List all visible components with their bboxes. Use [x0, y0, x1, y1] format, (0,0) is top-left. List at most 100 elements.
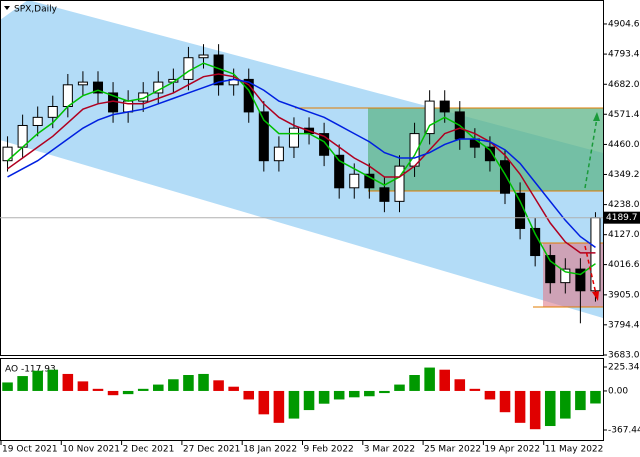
- x-tick-label: 2 Dec 2021: [123, 445, 175, 455]
- candle-body: [515, 192, 526, 229]
- oscillator-bar: [288, 390, 300, 419]
- candle-body: [288, 127, 299, 148]
- oscillator-bar: [122, 390, 134, 395]
- oscillator-bar: [183, 375, 194, 391]
- x-tick-label: 25 Mar 2022: [424, 445, 481, 455]
- oscillator-bar: [137, 388, 149, 391]
- y-tick-label: -367.44: [608, 426, 640, 436]
- candle-body: [243, 78, 254, 113]
- candle-body: [545, 255, 556, 284]
- candle-body: [575, 268, 586, 292]
- oscillator-bar: [379, 390, 390, 394]
- candle-body: [138, 92, 149, 102]
- candle-body: [590, 217, 601, 292]
- oscillator-bar: [575, 390, 586, 411]
- oscillator-bar: [333, 390, 345, 400]
- x-tick-label: 10 Nov 2021: [62, 445, 120, 455]
- moving-average: [7, 73, 596, 254]
- candle-body: [273, 146, 284, 162]
- oscillator-bar: [394, 384, 405, 391]
- candle-body: [349, 173, 360, 189]
- candle-body: [394, 165, 405, 202]
- oscillator-bar: [32, 370, 43, 391]
- oscillator-bar: [544, 390, 556, 427]
- candle-body: [77, 81, 88, 86]
- x-tick-label: 18 Jan 2022: [243, 445, 297, 455]
- x-tick-label: 3 Mar 2022: [364, 445, 415, 455]
- oscillator-bar: [514, 390, 526, 423]
- oscillator-bar: [439, 369, 450, 391]
- y-tick-label: 4460.0: [608, 140, 640, 150]
- oscillator-bar: [168, 379, 179, 391]
- oscillator-bar: [2, 382, 13, 391]
- y-tick-label: 4571.4: [608, 110, 640, 120]
- y-tick-label: 3683.0: [608, 351, 640, 361]
- oscillator-bar: [107, 390, 119, 396]
- oscillator-bar: [484, 390, 496, 400]
- x-tick-label: 9 Feb 2022: [304, 445, 354, 455]
- oscillator-bar: [153, 384, 164, 391]
- forecast-arrow-down: [584, 245, 597, 295]
- oscillator-bar: [409, 375, 420, 391]
- candle-body: [183, 57, 194, 80]
- candle-body: [334, 154, 345, 189]
- oscillator-bar: [62, 373, 74, 391]
- oscillator-bar: [424, 367, 435, 391]
- candle-body: [92, 81, 104, 94]
- y-tick-label: 4349.2: [608, 170, 640, 180]
- oscillator-bar: [228, 386, 239, 391]
- candle-body: [499, 160, 511, 194]
- y-tick-label: 3905.0: [608, 290, 640, 300]
- arrow-head: [593, 112, 600, 121]
- oscillator-bar: [318, 390, 330, 404]
- oscillator-bar: [303, 390, 315, 411]
- y-tick-label: 4016.6: [608, 260, 640, 270]
- x-tick-label: 11 May 2022: [545, 445, 604, 455]
- candle-body: [439, 100, 450, 113]
- oscillator-bar: [364, 390, 375, 397]
- oscillator-frame: [0, 358, 604, 441]
- x-tick-label: 19 Apr 2022: [484, 445, 540, 455]
- oscillator-bar: [499, 390, 511, 413]
- x-tick-label: 19 Oct 2021: [2, 445, 58, 455]
- oscillator-bar: [469, 388, 481, 391]
- y-tick-label: 4127.0: [608, 230, 640, 240]
- y-tick-label: 4682.0: [608, 80, 640, 90]
- chart-title: SPX,Daily: [14, 5, 58, 15]
- y-tick-label: 3794.4: [608, 320, 640, 330]
- candle-body: [379, 187, 390, 202]
- oscillator-bar: [273, 390, 285, 423]
- candle-body: [62, 84, 73, 107]
- oscillator-bar: [529, 390, 541, 430]
- candle-body: [424, 100, 435, 135]
- oscillator-bar: [213, 380, 224, 391]
- candle-body: [32, 116, 43, 126]
- oscillator-bar: [47, 369, 59, 391]
- y-tick-label: 4793.4: [608, 50, 640, 60]
- y-tick-label: 4904.6: [608, 19, 640, 29]
- oscillator-bar: [198, 373, 209, 391]
- oscillator-bar: [258, 390, 270, 415]
- candle-body: [198, 54, 209, 59]
- candle-body: [560, 268, 571, 284]
- y-tick-label: 0.00: [608, 386, 628, 396]
- oscillator-bar: [92, 388, 104, 391]
- y-tick-label: 225.34: [608, 362, 640, 372]
- trend-channel: [0, 0, 603, 318]
- oscillator-bar: [77, 381, 89, 391]
- forecast-arrow-up: [584, 117, 598, 189]
- oscillator-bar: [560, 390, 571, 419]
- candle-body: [47, 106, 58, 118]
- oscillator-bar: [348, 390, 360, 398]
- moving-average: [7, 78, 596, 249]
- candle-body: [319, 133, 330, 156]
- price-label: 4189.7: [606, 213, 638, 223]
- candle-body: [258, 111, 269, 162]
- menu-icon[interactable]: [4, 6, 10, 10]
- x-tick-label: 27 Dec 2021: [183, 445, 241, 455]
- oscillator-title: AO -117.93: [5, 365, 56, 375]
- candle-body: [364, 173, 375, 189]
- oscillator-bar: [590, 390, 601, 404]
- oscillator-bar: [454, 379, 466, 391]
